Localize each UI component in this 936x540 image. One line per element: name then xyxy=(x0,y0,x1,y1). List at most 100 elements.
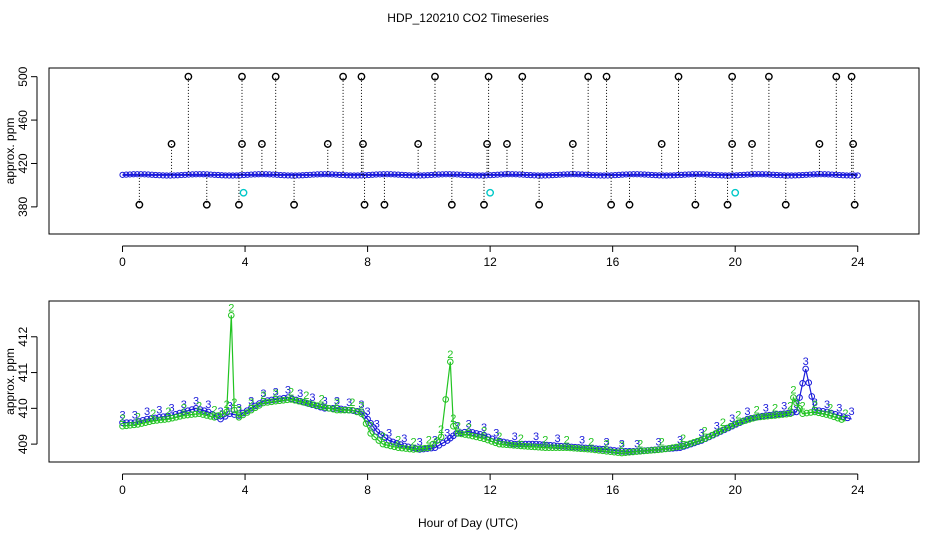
outlier-point xyxy=(728,72,737,81)
outlier-point xyxy=(202,200,211,209)
main-trace-point xyxy=(343,172,350,179)
series-2-point xyxy=(123,422,130,430)
series-3-label: 3 xyxy=(236,402,242,414)
main-trace-point xyxy=(152,171,159,179)
series-2-label: 2 xyxy=(800,401,806,413)
top-y-tick-label: 500 xyxy=(16,66,30,86)
series-2-point xyxy=(450,422,457,430)
main-trace-point xyxy=(428,171,435,179)
series-2-point xyxy=(552,444,560,451)
main-trace-point xyxy=(718,172,725,179)
series-2-point xyxy=(503,441,510,449)
series-2-label: 2 xyxy=(236,404,242,416)
series-2-point xyxy=(783,410,790,418)
main-trace-point xyxy=(464,172,472,179)
main-trace-point xyxy=(295,172,303,179)
main-trace-point xyxy=(494,171,501,178)
series-2-point xyxy=(517,442,525,450)
series-2-point xyxy=(599,447,607,455)
series-2-point xyxy=(264,399,271,406)
series-2-point xyxy=(644,447,651,454)
series-2-point xyxy=(180,412,188,419)
main-trace-point xyxy=(564,171,571,178)
series-2-point xyxy=(337,406,345,414)
series-2-point xyxy=(458,430,465,438)
series-2-point xyxy=(383,441,391,449)
top-x-tick-label: 16 xyxy=(606,255,620,269)
series-2-point xyxy=(442,396,450,403)
series-2-point xyxy=(524,443,532,450)
main-trace-point xyxy=(314,171,321,178)
series-2-point xyxy=(534,443,542,451)
outlier-point xyxy=(503,140,511,148)
series-2-label: 2 xyxy=(410,436,416,448)
main-trace-point xyxy=(612,172,619,179)
series-3-label: 3 xyxy=(812,397,818,409)
series-2-label: 2 xyxy=(211,404,217,416)
series-3-label: 3 xyxy=(156,404,162,416)
bottom-y-axis-label: approx. ppm xyxy=(3,348,17,415)
series-2-label: 2 xyxy=(603,438,609,450)
series-2-point xyxy=(130,421,138,429)
series-2-point xyxy=(838,416,845,423)
main-trace-point xyxy=(303,171,310,179)
series-2-point xyxy=(480,435,488,443)
main-trace-point xyxy=(648,171,655,179)
series-2-point xyxy=(731,421,738,428)
bottom-y-tick-label: 411 xyxy=(16,363,30,382)
series-2-point xyxy=(566,444,574,452)
main-trace-point xyxy=(130,171,137,178)
series-2-label: 2 xyxy=(772,402,778,414)
series-2-point xyxy=(764,412,771,420)
series-2-point xyxy=(402,445,410,452)
main-trace-point xyxy=(475,172,483,179)
series-2-point xyxy=(587,446,595,453)
outlier-point xyxy=(184,72,193,81)
main-trace-point xyxy=(181,171,189,178)
main-trace-point xyxy=(310,171,317,178)
series-2-point xyxy=(126,422,134,429)
main-trace-point xyxy=(123,171,130,178)
main-trace-point xyxy=(652,172,659,179)
top-x-tick-label: 24 xyxy=(851,255,865,269)
main-trace-point xyxy=(192,171,200,178)
main-trace-point xyxy=(373,171,380,178)
main-trace-point xyxy=(222,172,229,179)
series-2-point xyxy=(169,414,176,422)
series-2-point xyxy=(119,422,126,430)
series-2-point xyxy=(425,444,433,451)
series-2-point xyxy=(757,413,764,421)
series-2-point xyxy=(661,445,669,453)
outlier-point xyxy=(764,72,773,81)
series-2-point xyxy=(299,398,306,406)
series-2-point xyxy=(625,449,633,456)
series-2-point xyxy=(379,440,387,448)
series-3-label: 3 xyxy=(656,436,662,448)
series-2-label: 2 xyxy=(812,399,818,411)
outlier-point xyxy=(290,200,298,209)
series-2-point xyxy=(796,405,803,412)
series-3-label: 3 xyxy=(227,401,233,413)
series-3-label: 3 xyxy=(260,388,266,400)
main-trace-point xyxy=(604,172,611,179)
series-2-point xyxy=(559,444,567,451)
series-2-label: 2 xyxy=(496,431,502,443)
series-3-label: 3 xyxy=(193,395,199,407)
outlier-point xyxy=(380,200,389,209)
main-trace-point xyxy=(218,172,225,179)
series-2-point xyxy=(371,433,379,441)
main-trace-point xyxy=(700,171,707,178)
main-trace-point xyxy=(170,172,178,179)
series-2-label: 2 xyxy=(637,438,643,450)
outlier-point xyxy=(748,140,756,148)
series-2-point xyxy=(207,413,214,420)
series-3-label: 3 xyxy=(334,395,340,407)
main-trace-point xyxy=(457,171,464,178)
main-trace-point xyxy=(119,171,126,178)
main-trace-point xyxy=(825,171,832,178)
series-3-label: 3 xyxy=(554,433,560,445)
series-2-point xyxy=(138,420,145,427)
outlier-point xyxy=(258,140,266,148)
series-2-point xyxy=(406,445,414,453)
main-trace-point xyxy=(281,172,288,179)
